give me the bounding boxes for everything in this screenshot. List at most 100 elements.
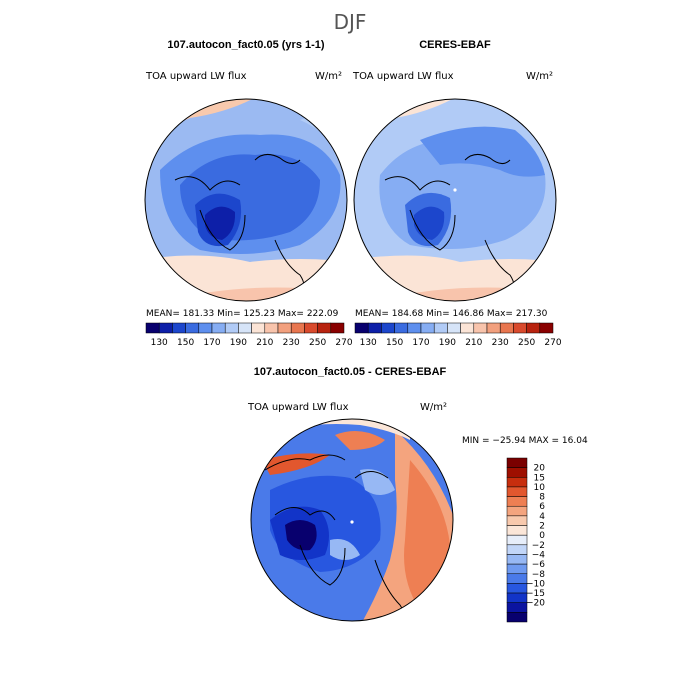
colorbar-diff-label: 8 — [539, 493, 545, 503]
colorbar-observation: 130 150 170 190 210 230 250 270 — [354, 322, 562, 348]
colorbar-diff-swatch — [506, 505, 528, 517]
colorbar-diff-swatch — [506, 583, 528, 594]
colorbar-diff-swatch — [506, 554, 528, 565]
colorbar-diff-swatch — [506, 457, 528, 468]
colorbar-obs-label: 170 — [412, 338, 429, 348]
colorbar-model-swatch — [277, 322, 292, 334]
colorbar-obs-label: 230 — [492, 338, 509, 348]
polar-map-difference-border — [250, 418, 454, 622]
polar-map-observation — [354, 99, 556, 301]
colorbar-obs-label: 270 — [544, 338, 561, 348]
colorbar-diff-swatch — [506, 467, 528, 478]
colorbar-model-swatch — [304, 322, 318, 334]
colorbar-model-label: 190 — [230, 338, 247, 348]
panel-observation: CERES-EBAF TOA upward LW flux W/m² MEAN=… — [352, 39, 562, 348]
panel-obs-variable: TOA upward LW flux — [352, 71, 454, 82]
colorbar-obs-label: 130 — [360, 338, 377, 348]
colorbar-obs-label: 190 — [439, 338, 456, 348]
colorbar-diff-label: −6 — [532, 560, 546, 570]
colorbar-diff-label: 6 — [539, 502, 545, 512]
colorbar-model-label: 250 — [309, 338, 326, 348]
colorbar-diff-swatch — [506, 592, 528, 603]
polar-map-difference — [251, 419, 453, 621]
colorbar-diff-swatch — [506, 612, 528, 623]
colorbar-diff-swatch — [506, 486, 528, 497]
colorbar-model-label: 150 — [177, 338, 194, 348]
colorbar-obs-swatch — [499, 322, 514, 334]
panel-model: 107.autocon_fact0.05 (yrs 1-1) TOA upwar… — [144, 39, 353, 348]
panel-model-variable: TOA upward LW flux — [145, 71, 247, 82]
colorbar-diff-swatch — [506, 602, 528, 613]
colorbar-model-swatch — [198, 322, 213, 334]
colorbar-model-swatch — [158, 322, 173, 334]
colorbar-diff-label: 20 — [534, 464, 546, 474]
colorbar-diff-swatch — [506, 515, 528, 526]
colorbar-model-swatch — [290, 322, 305, 334]
colorbar-obs-swatch — [460, 322, 475, 334]
colorbar-diff-swatch — [506, 544, 528, 555]
colorbar-model-swatch — [317, 322, 332, 334]
colorbar-obs-label: 150 — [386, 338, 403, 348]
colorbar-model-label: 130 — [151, 338, 168, 348]
colorbar-obs-label: 210 — [465, 338, 482, 348]
colorbar-diff-label: −8 — [532, 570, 546, 580]
panel-diff-stats: MIN = −25.94 MAX = 16.04 — [462, 436, 588, 446]
colorbar-diff-swatch — [506, 563, 528, 575]
colorbar-model-swatch — [251, 322, 266, 334]
panel-diff-variable: TOA upward LW flux — [247, 402, 349, 413]
colorbar-diff-label: 4 — [539, 512, 545, 522]
colorbar-diff-label: −20 — [526, 599, 545, 609]
colorbar-obs-swatch — [526, 322, 541, 334]
colorbar-model-swatch — [238, 322, 252, 334]
colorbar-obs-label: 250 — [518, 338, 535, 348]
colorbar-obs-swatch — [381, 322, 395, 334]
colorbar-diff-label: 2 — [539, 522, 545, 532]
colorbar-obs-swatch — [539, 322, 554, 334]
panel-obs-stats: MEAN= 184.68 Min= 146.86 Max= 217.30 — [355, 309, 548, 319]
colorbar-obs-swatch — [354, 322, 369, 334]
colorbar-model-label: 270 — [335, 338, 352, 348]
season-title: DJF — [334, 10, 367, 34]
colorbar-diff-label: −10 — [526, 579, 545, 589]
panel-model-stats: MEAN= 181.33 Min= 125.23 Max= 222.09 — [146, 309, 339, 319]
colorbar-model-swatch — [145, 322, 160, 334]
colorbar-diff-swatch — [506, 573, 528, 584]
polar-map-model-border — [144, 98, 348, 302]
polar-map-observation-border — [353, 98, 557, 302]
colorbar-model-swatch — [330, 322, 345, 334]
colorbar-model-swatch — [224, 322, 239, 334]
colorbar-diff-label: −2 — [532, 541, 545, 551]
colorbar-model-swatch — [211, 322, 226, 334]
colorbar-obs-swatch — [433, 322, 448, 334]
colorbar-model-label: 170 — [203, 338, 220, 348]
colorbar-model: 130 150 170 190 210 230 250 270 — [145, 322, 353, 348]
colorbar-obs-swatch — [394, 322, 409, 334]
colorbar-model-swatch — [185, 322, 200, 334]
colorbar-obs-swatch — [407, 322, 422, 334]
panel-diff-units: W/m² — [420, 402, 447, 413]
colorbar-diff-swatch — [506, 534, 528, 546]
panel-difference: 107.autocon_fact0.05 - CERES-EBAF TOA up… — [247, 366, 588, 623]
panel-obs-units: W/m² — [526, 71, 553, 82]
panel-model-title: 107.autocon_fact0.05 (yrs 1-1) — [167, 39, 324, 51]
colorbar-diff-swatch — [506, 477, 528, 488]
colorbar-obs-swatch — [367, 322, 382, 334]
colorbar-diff-label: −4 — [532, 550, 546, 560]
colorbar-diff-label: 15 — [534, 473, 545, 483]
panel-diff-title: 107.autocon_fact0.05 - CERES-EBAF — [254, 366, 447, 378]
colorbar-diff-label: 10 — [534, 483, 546, 493]
colorbar-diff-swatch — [506, 525, 528, 536]
colorbar-diff-label: −15 — [526, 589, 545, 599]
colorbar-obs-swatch — [447, 322, 461, 334]
colorbar-model-swatch — [172, 322, 186, 334]
colorbar-obs-swatch — [420, 322, 435, 334]
panel-model-units: W/m² — [315, 71, 342, 82]
colorbar-obs-swatch — [513, 322, 527, 334]
colorbar-diff-swatch — [506, 496, 528, 507]
polar-map-model — [145, 99, 347, 301]
colorbar-model-label: 210 — [256, 338, 273, 348]
panel-obs-title: CERES-EBAF — [419, 39, 491, 51]
colorbar-obs-swatch — [486, 322, 501, 334]
